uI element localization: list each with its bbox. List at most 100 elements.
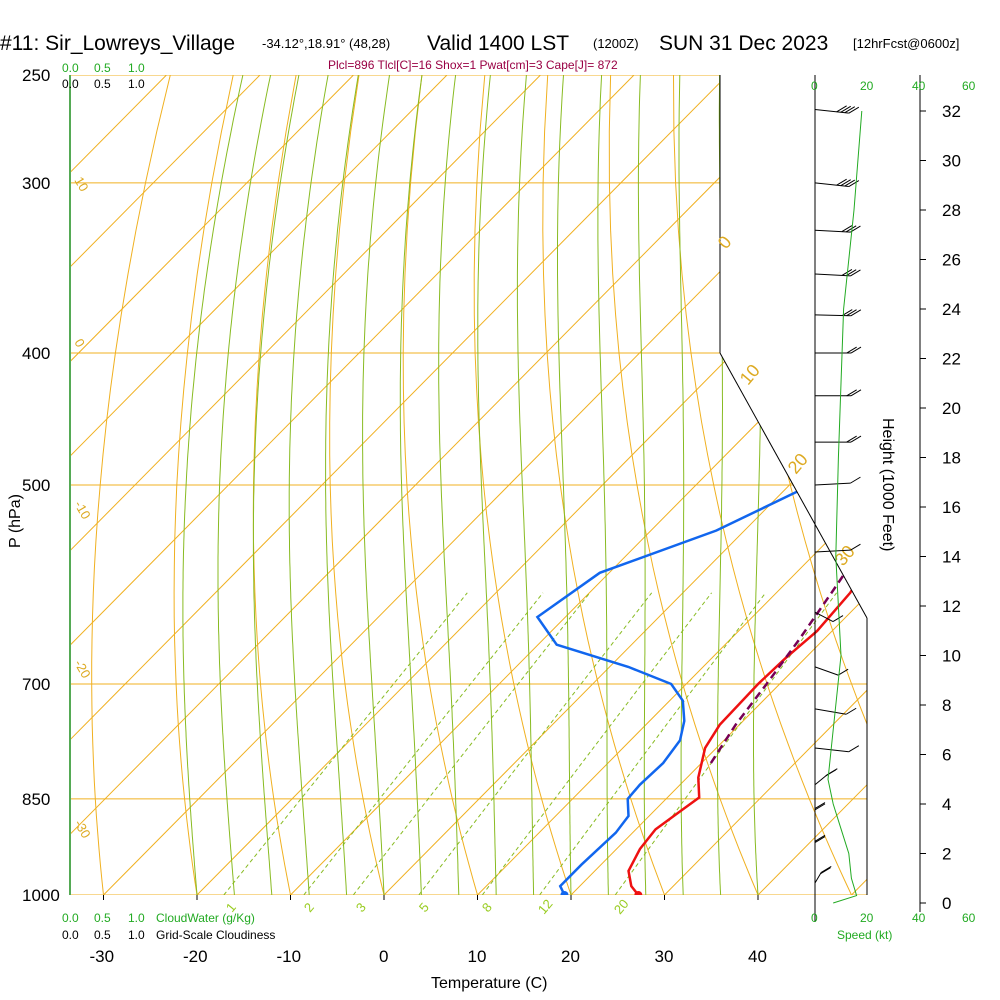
isotherm-line: [70, 75, 822, 895]
wind-barb-flag: [850, 389, 862, 397]
dry-adiabat: [91, 75, 171, 895]
temperature-tick-label: 30: [655, 947, 674, 966]
pressure-tick-label: 300: [22, 174, 50, 193]
speed-axis-title: Speed (kt): [837, 928, 892, 942]
wind-barb-staff: [814, 229, 851, 233]
dry-adiabat: [608, 75, 759, 895]
height-tick-label: 12: [942, 597, 961, 616]
moist-adiabat: [399, 75, 423, 895]
wind-barb-staff: [814, 774, 828, 786]
isotherm-line: [70, 75, 635, 895]
wind-barb-flag: [836, 105, 847, 113]
dry-adiabat: [173, 75, 234, 895]
isotherm-line: [196, 75, 867, 895]
height-tick-label: 20: [942, 399, 961, 418]
speed-tick-top-60: 60: [962, 79, 976, 93]
mixing-ratio-line: [539, 592, 766, 895]
height-axis-title: Height (1000 Feet): [879, 418, 896, 551]
wind-barb-staff: [814, 708, 847, 715]
wind-barb-flag: [844, 106, 856, 114]
mixing-ratio-line: [352, 592, 591, 895]
isotherm-line: [477, 75, 867, 895]
height-tick-label: 8: [942, 696, 951, 715]
wind-barb-flag: [850, 309, 862, 317]
cloudiness-scale-bottom-0: 0.0: [62, 928, 79, 942]
wind-barb-flag: [840, 105, 851, 113]
mixing-ratio-line: [481, 592, 712, 895]
speed-tick-bottom-0: 0: [811, 911, 818, 925]
wind-barb-flag: [845, 269, 857, 277]
pressure-tick-label: 500: [22, 476, 50, 495]
temperature-tick-label: -10: [277, 947, 302, 966]
moist-adiabat: [597, 75, 609, 895]
isotherm-label-left-10: 10: [71, 174, 91, 194]
moist-adiabat: [288, 75, 329, 895]
height-tick-label: 0: [942, 894, 951, 913]
wind-barb-staff: [814, 666, 839, 676]
wind-barb-flag: [814, 802, 826, 810]
forecast-info: [12hrFcst@0600z]: [853, 36, 959, 51]
valid-time: Valid 1400 LST: [427, 32, 569, 55]
cloudiness-scale-bottom-05: 0.5: [94, 928, 111, 942]
wind-barb-flag: [850, 543, 861, 551]
moist-adiabat: [362, 75, 390, 895]
wind-barb-flag: [840, 179, 851, 187]
wind-barbs: [814, 105, 862, 884]
moist-adiabat: [182, 75, 244, 895]
wind-barb-flag: [850, 269, 861, 277]
cloudwater-scale-bottom-1: 1.0: [128, 911, 145, 925]
wind-barb-flag: [825, 769, 837, 777]
pressure-tick-label: 850: [22, 790, 50, 809]
wind-barb-staff: [814, 273, 851, 277]
moist-adiabat: [217, 75, 272, 895]
pressure-tick-label: 400: [22, 344, 50, 363]
wind-barb-staff: [814, 747, 849, 753]
speed-tick-top-0: 0: [811, 79, 818, 93]
surface-temperature-marker: [634, 891, 643, 895]
cloudiness-label: Grid-Scale Cloudiness: [156, 928, 275, 942]
dry-adiabat: [673, 75, 852, 895]
height-tick-label: 24: [942, 300, 961, 319]
speed-tick-bottom-40: 40: [912, 911, 926, 925]
height-tick-label: 26: [942, 251, 961, 270]
cloudiness-scale-top-0: 0.0: [62, 77, 79, 91]
height-tick-label: 32: [942, 102, 961, 121]
wind-barb-staff: [814, 182, 849, 188]
y-axis-title: P (hPa): [7, 494, 24, 548]
wind-barb-flag: [850, 346, 862, 354]
dry-adiabat: [252, 75, 297, 895]
wind-barb-staff: [814, 872, 822, 884]
moist-adiabat: [637, 75, 647, 895]
wind-barb-flag: [848, 180, 860, 187]
temperature-tick-label: 0: [379, 947, 388, 966]
isotherm-line: [70, 75, 354, 895]
wind-barb-flag: [848, 745, 860, 753]
cloudiness-scale-bottom-1: 1.0: [128, 928, 145, 942]
wind-barb-flag: [845, 225, 857, 233]
wind-barb-flag: [832, 615, 844, 623]
height-tick-label: 16: [942, 498, 961, 517]
wind-barb-flag: [841, 309, 853, 316]
wind-barb-staff: [814, 108, 849, 114]
cloudwater-scale-bottom-05: 0.5: [94, 911, 111, 925]
isotherm-line: [664, 75, 867, 895]
isotherm-line: [290, 75, 867, 895]
speed-tick-bottom-20: 20: [860, 911, 874, 925]
temperature-tick-label: 40: [748, 947, 767, 966]
temperature-tick-label: 10: [468, 947, 487, 966]
wind-barb-staff: [814, 611, 834, 623]
wind-barb-flag: [845, 707, 857, 715]
pressure-tick-label: 700: [22, 675, 50, 694]
temperature-tick-label: -30: [90, 947, 115, 966]
x-axis-title: Temperature (C): [431, 975, 547, 992]
cloudwater-label: CloudWater (g/Kg): [156, 911, 255, 925]
wind-barb-flag: [820, 865, 832, 873]
wind-barb-flag: [837, 668, 849, 676]
mixing-ratio-line: [303, 592, 544, 895]
isotherm-line: [70, 75, 541, 895]
speed-tick-bottom-60: 60: [962, 911, 976, 925]
wind-barb-flag: [848, 106, 860, 114]
cloudwater-scale-top-05: 0.5: [94, 61, 111, 75]
